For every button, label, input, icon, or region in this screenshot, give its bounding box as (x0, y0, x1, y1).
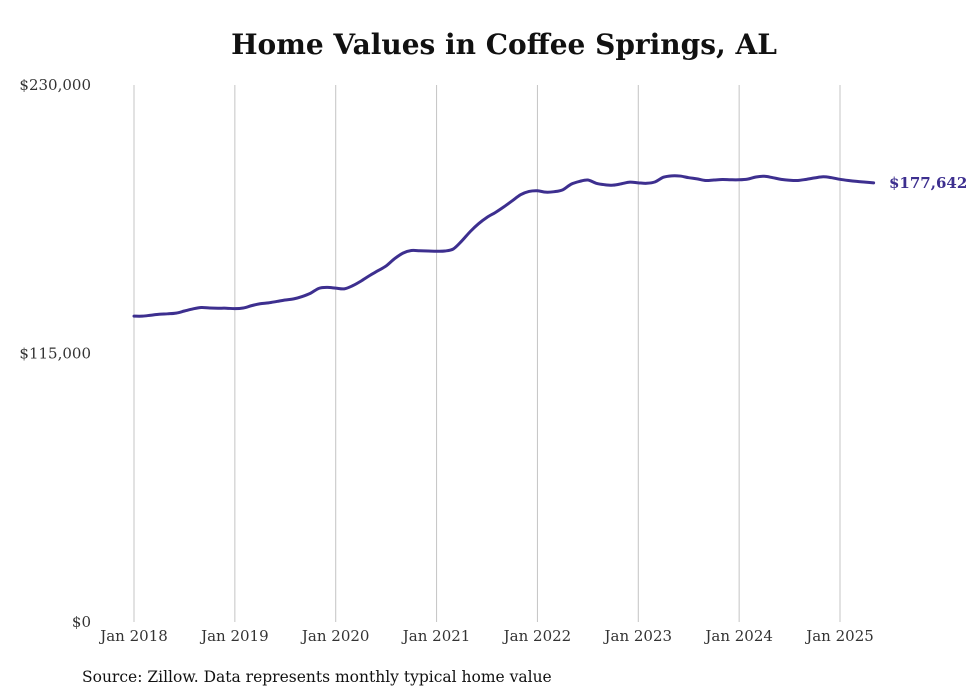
y-tick-label: $230,000 (19, 76, 91, 94)
x-axis: Jan 2018 Jan 2019 Jan 2020 Jan 2021 Jan 2022… (98, 627, 874, 645)
x-tick-label: Jan 2022 (502, 627, 572, 645)
x-tick-label: Jan 2021 (401, 627, 471, 645)
x-tick-label: Jan 2020 (300, 627, 370, 645)
last-value-label: $177,642 (889, 174, 967, 192)
y-axis: $0 $115,000 $230,000 (19, 76, 91, 631)
x-tick-label: Jan 2023 (603, 627, 673, 645)
series-layer (132, 174, 876, 318)
x-tick-label: Jan 2024 (703, 627, 773, 645)
y-tick-label: $115,000 (19, 345, 91, 363)
x-tick-label: Jan 2025 (804, 627, 874, 645)
series-line-home-value (132, 174, 876, 318)
x-tick-label: Jan 2018 (98, 627, 168, 645)
source-note: Source: Zillow. Data represents monthly … (82, 668, 552, 686)
grid-lines (133, 85, 841, 622)
chart-title: Home Values in Coffee Springs, AL (231, 28, 777, 61)
x-tick-label: Jan 2019 (199, 627, 269, 645)
y-tick-label: $0 (72, 613, 91, 631)
